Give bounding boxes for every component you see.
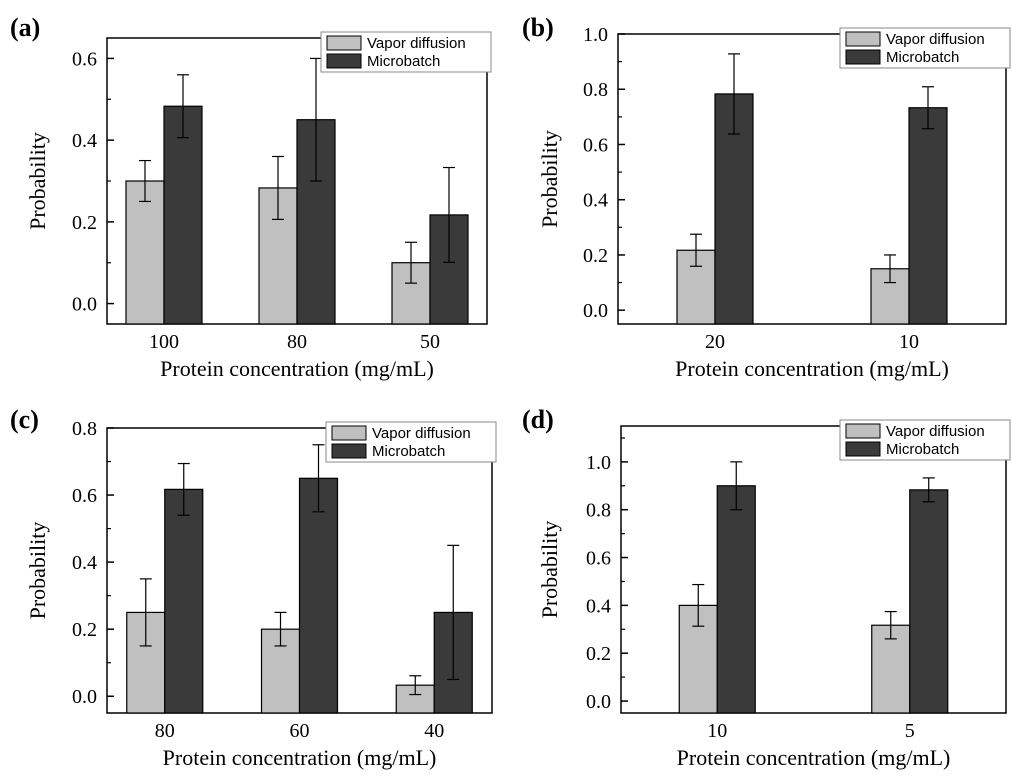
bar-micro xyxy=(163,105,203,325)
y-tick-label: 0.6 xyxy=(72,48,97,70)
y-tick-label: 0.4 xyxy=(586,595,611,617)
x-tick-label: 10 xyxy=(899,331,919,353)
legend-swatch-vapor xyxy=(326,35,362,51)
legend-label: Vapor diffusion xyxy=(367,35,466,52)
y-tick-label: 0.8 xyxy=(586,500,611,522)
x-tick-label: 80 xyxy=(287,331,307,353)
y-tick-label: 0.2 xyxy=(583,245,608,267)
x-tick-label: 10 xyxy=(707,720,727,742)
bar-vapor xyxy=(125,180,165,325)
y-tick-label: 0.6 xyxy=(583,134,608,156)
x-tick-label: 50 xyxy=(420,331,440,353)
legend-swatch-vapor xyxy=(331,425,367,441)
y-axis-title: Probability xyxy=(537,521,562,619)
chart-panel-1: (a) 0.0 0.2 0.4 0.6 Probability 100 80 50 Protein… xyxy=(10,13,492,381)
y-tick-label: 0.0 xyxy=(72,686,97,708)
chart-panel-2: (b) 0.0 0.2 0.4 0.6 0.8 1.0 Probability 20 10 Prot… xyxy=(522,13,1011,381)
legend-label: Vapor diffusion xyxy=(886,423,985,440)
x-tick-label: 80 xyxy=(155,720,175,742)
y-tick-label: 0.4 xyxy=(72,130,97,152)
legend-swatch-micro xyxy=(326,53,362,69)
legend-label: Microbatch xyxy=(372,443,445,460)
y-tick-label: 0.4 xyxy=(583,190,608,212)
y-tick-label: 0.6 xyxy=(72,485,97,507)
y-tick-label: 0.8 xyxy=(72,418,97,440)
legend-label: Vapor diffusion xyxy=(372,425,471,442)
y-axis-title: Probability xyxy=(25,522,50,620)
chart-panel-3: (c) 0.0 0.2 0.4 0.6 0.8 Probability 80 60 40 Prote… xyxy=(10,405,497,770)
x-axis-title: Protein concentration (mg/mL) xyxy=(160,356,434,381)
y-tick-label: 0.4 xyxy=(72,552,97,574)
bar-micro xyxy=(909,489,949,714)
legend-swatch-micro xyxy=(845,49,881,65)
y-tick-label: 0.2 xyxy=(72,212,97,234)
y-tick-label: 0.8 xyxy=(583,79,608,101)
plot-frame xyxy=(617,33,1007,325)
legend-swatch-vapor xyxy=(845,31,881,47)
legend-label: Microbatch xyxy=(886,49,959,66)
x-axis-title: Protein concentration (mg/mL) xyxy=(163,745,437,770)
bar-micro xyxy=(908,107,948,325)
x-tick-label: 60 xyxy=(290,720,310,742)
y-tick-label: 0.2 xyxy=(72,619,97,641)
y-tick-label: 0.0 xyxy=(72,294,97,316)
bar-micro xyxy=(164,488,204,714)
x-axis-title: Protein concentration (mg/mL) xyxy=(675,356,949,381)
x-tick-label: 5 xyxy=(905,720,915,742)
x-axis-title: Protein concentration (mg/mL) xyxy=(677,745,951,770)
panel-label: (b) xyxy=(522,13,554,42)
x-tick-label: 100 xyxy=(149,331,179,353)
legend-label: Microbatch xyxy=(886,441,959,458)
bar-micro xyxy=(298,477,339,714)
plot-frame xyxy=(620,425,1007,714)
x-tick-label: 40 xyxy=(424,720,444,742)
legend-swatch-micro xyxy=(331,443,367,459)
x-tick-label: 20 xyxy=(705,331,725,353)
y-tick-label: 0.6 xyxy=(586,548,611,570)
y-tick-label: 0.0 xyxy=(583,300,608,322)
y-axis-title: Probability xyxy=(537,130,562,228)
legend-label: Microbatch xyxy=(367,53,440,70)
y-tick-label: 1.0 xyxy=(586,452,611,474)
y-tick-label: 0.2 xyxy=(586,643,611,665)
legend-label: Vapor diffusion xyxy=(886,31,985,48)
legend-swatch-vapor xyxy=(845,423,881,439)
y-tick-label: 1.0 xyxy=(583,24,608,46)
panel-label: (a) xyxy=(10,13,40,42)
legend-swatch-micro xyxy=(845,441,881,457)
y-axis-title: Probability xyxy=(25,132,50,230)
y-tick-label: 0.0 xyxy=(586,691,611,713)
chart-panel-4: (d) 0.0 0.2 0.4 0.6 0.8 1.0 Probability 10 5 Prote… xyxy=(522,405,1011,770)
panel-label: (d) xyxy=(522,405,554,434)
panel-label: (c) xyxy=(10,405,39,434)
bar-micro xyxy=(716,485,756,714)
